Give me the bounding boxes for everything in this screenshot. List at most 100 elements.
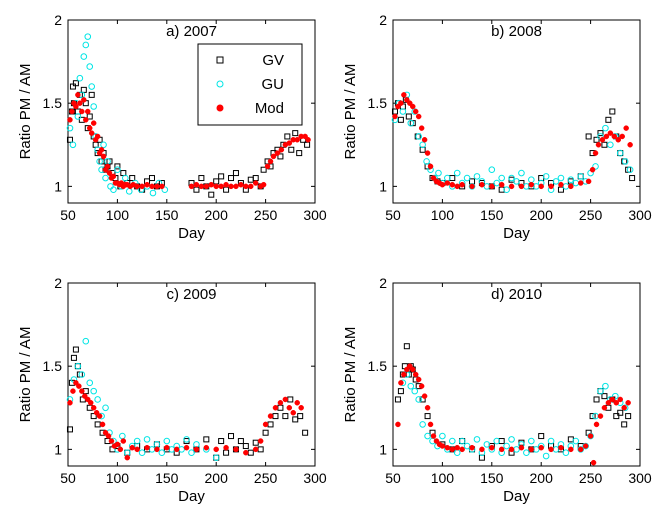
point-mod bbox=[134, 446, 140, 453]
point-gv bbox=[397, 116, 404, 123]
point-gu bbox=[528, 176, 535, 184]
y-tick-label: 1 bbox=[379, 178, 387, 194]
point-mod bbox=[218, 183, 224, 190]
point-gv bbox=[86, 113, 93, 120]
point-mod bbox=[233, 446, 239, 453]
point-gv bbox=[66, 426, 73, 433]
point-mod bbox=[260, 181, 267, 188]
point-gu bbox=[84, 33, 92, 40]
point-gu bbox=[597, 387, 604, 395]
point-gu bbox=[74, 362, 82, 370]
x-tick-label: 50 bbox=[60, 207, 76, 223]
point-mod bbox=[94, 133, 101, 140]
point-mod bbox=[86, 125, 93, 131]
point-mod bbox=[85, 108, 91, 115]
point-mod bbox=[298, 405, 304, 411]
point-mod bbox=[597, 413, 604, 419]
point-gv bbox=[247, 449, 254, 456]
point-gv bbox=[597, 130, 604, 137]
point-mod bbox=[627, 142, 633, 148]
point-mod bbox=[117, 446, 124, 453]
point-mod bbox=[73, 103, 79, 110]
point-gu bbox=[110, 186, 117, 193]
point-gu bbox=[582, 442, 589, 450]
point-mod bbox=[558, 181, 564, 188]
legend-marker-gu bbox=[216, 80, 224, 88]
point-gv bbox=[208, 191, 215, 198]
point-gv bbox=[277, 153, 284, 160]
series-mod bbox=[392, 92, 633, 190]
point-mod bbox=[270, 153, 277, 160]
point-mod bbox=[183, 444, 190, 451]
point-gu bbox=[493, 179, 501, 187]
point-gu bbox=[528, 437, 535, 445]
point-gv bbox=[218, 438, 225, 445]
point-gu bbox=[399, 108, 407, 115]
point-gu bbox=[567, 176, 575, 184]
point-gu bbox=[513, 446, 520, 453]
point-gv bbox=[302, 429, 309, 436]
point-mod bbox=[395, 421, 401, 428]
point-mod bbox=[99, 421, 106, 428]
point-mod bbox=[479, 181, 485, 188]
point-mod bbox=[415, 376, 422, 383]
point-gv bbox=[538, 433, 545, 440]
point-mod bbox=[585, 178, 592, 185]
point-mod bbox=[106, 170, 113, 176]
point-gu bbox=[602, 382, 609, 390]
point-mod bbox=[427, 163, 434, 170]
point-gv bbox=[203, 436, 210, 443]
point-mod bbox=[444, 444, 451, 451]
legend-marker-mod bbox=[216, 104, 224, 112]
panel-1: 50 100 150 200 250 300 1 1.5 2 Day Ratio PM / AM a)… bbox=[17, 12, 327, 242]
point-gv bbox=[304, 141, 311, 148]
point-gv bbox=[272, 413, 279, 420]
point-mod bbox=[615, 137, 622, 143]
point-gu bbox=[161, 186, 169, 193]
point-gu bbox=[86, 63, 94, 70]
point-mod bbox=[193, 446, 200, 453]
point-mod bbox=[568, 446, 574, 453]
point-gv bbox=[394, 396, 401, 403]
point-mod bbox=[592, 150, 599, 156]
point-mod bbox=[129, 444, 135, 451]
x-tick-label: 100 bbox=[106, 470, 130, 486]
point-gu bbox=[102, 174, 109, 182]
point-gu bbox=[513, 178, 520, 185]
point-mod bbox=[81, 97, 87, 103]
point-gu bbox=[424, 432, 431, 440]
point-mod bbox=[286, 405, 293, 411]
point-gu bbox=[153, 441, 161, 448]
point-mod bbox=[412, 371, 419, 378]
point-mod bbox=[87, 400, 94, 406]
point-mod bbox=[430, 433, 437, 439]
point-gu bbox=[178, 446, 185, 453]
point-gu bbox=[407, 119, 415, 127]
point-gv bbox=[625, 413, 632, 420]
point-mod bbox=[79, 388, 85, 394]
point-gu bbox=[188, 449, 195, 456]
point-mod bbox=[577, 180, 584, 186]
series-mod bbox=[395, 363, 631, 466]
y-tick-label: 2 bbox=[54, 12, 62, 28]
panel-title: b) 2008 bbox=[491, 23, 542, 40]
point-mod bbox=[238, 181, 244, 188]
x-tick-label: 50 bbox=[385, 207, 401, 223]
point-gu bbox=[518, 169, 525, 177]
point-gu bbox=[86, 379, 94, 387]
point-gu bbox=[493, 437, 501, 445]
series-mod bbox=[67, 92, 311, 190]
point-mod bbox=[619, 133, 625, 140]
point-mod bbox=[203, 444, 210, 451]
point-gu bbox=[415, 396, 422, 403]
point-mod bbox=[252, 446, 259, 453]
point-mod bbox=[449, 181, 456, 188]
series-mod bbox=[67, 380, 304, 461]
point-gv bbox=[277, 404, 284, 411]
point-mod bbox=[134, 183, 140, 190]
point-gu bbox=[592, 163, 599, 170]
point-gu bbox=[508, 174, 515, 182]
series-gu bbox=[66, 33, 169, 197]
point-mod bbox=[410, 103, 416, 110]
